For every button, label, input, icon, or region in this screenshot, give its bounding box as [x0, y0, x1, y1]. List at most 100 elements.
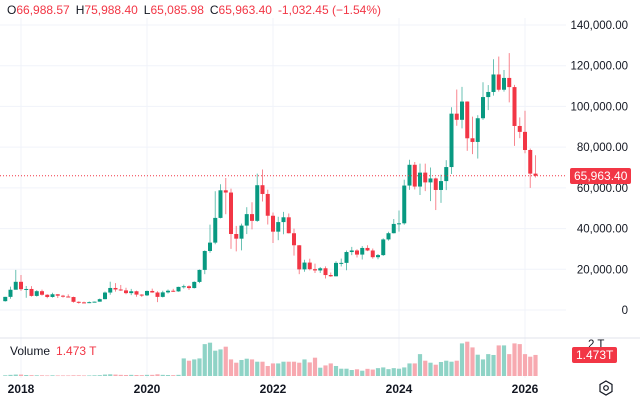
candle-body	[512, 87, 517, 126]
volume-legend[interactable]: Volume 1.473 T	[10, 344, 97, 358]
y-tick-label: 100,000.00	[570, 101, 628, 113]
volume-bar	[386, 369, 391, 376]
volume-bar	[171, 375, 176, 376]
time-axis[interactable]: 2018 2020 2022 2024 2026	[8, 382, 539, 396]
candle-body	[344, 252, 349, 263]
x-tick-label: 2024	[386, 382, 413, 396]
volume-bar	[81, 375, 87, 377]
x-tick-label: 2018	[8, 382, 35, 396]
volume-bar	[239, 359, 244, 376]
candle-body	[444, 167, 449, 182]
volume-bar	[470, 347, 475, 376]
volume-bar	[370, 369, 375, 376]
y-tick-label: 0	[622, 305, 628, 317]
volume-bar	[318, 367, 323, 376]
volume-bar	[218, 349, 223, 376]
candle-body	[528, 149, 533, 174]
candle-body	[481, 97, 485, 119]
y-tick-label: 120,000.00	[570, 61, 628, 73]
candle-body	[3, 296, 8, 302]
change-value: -1,032.45 (−1.54%)	[277, 3, 382, 17]
candle-body	[19, 281, 23, 290]
candle-body	[370, 250, 375, 258]
volume-bar	[87, 375, 92, 377]
volume-bar	[281, 361, 286, 376]
x-tick-label: 2020	[134, 382, 161, 396]
volume-bar	[55, 375, 60, 377]
candle-body	[517, 125, 522, 132]
candle-body	[323, 268, 328, 276]
volume-bar	[396, 368, 402, 376]
candle-body	[271, 215, 275, 232]
y-tick-label: 80,000.00	[577, 142, 628, 154]
volume-bar	[465, 341, 470, 376]
volume-bar	[349, 369, 354, 376]
candle-body	[360, 247, 365, 255]
candle-body	[281, 217, 286, 223]
candle-body	[454, 113, 459, 120]
candle-body	[355, 250, 359, 255]
candle-body	[507, 77, 512, 88]
volume-bar	[228, 359, 234, 376]
candle-body	[176, 286, 181, 292]
volume-bar	[18, 374, 24, 376]
volume-bar	[118, 374, 123, 376]
x-tick-label: 2026	[512, 382, 539, 396]
volume-bar	[475, 354, 480, 376]
candle-body	[82, 302, 86, 304]
volume-bar	[108, 374, 113, 376]
candle-body	[502, 77, 506, 90]
high-label: H	[75, 3, 85, 17]
candle-body	[160, 292, 165, 297]
volume-bar	[134, 374, 139, 376]
volume-bar	[512, 343, 517, 376]
volume-bar	[438, 361, 444, 376]
volume-bar	[533, 354, 538, 376]
grid-lines	[0, 18, 566, 378]
candle-body	[97, 299, 102, 302]
candle-body	[13, 281, 18, 290]
volume-bar	[181, 358, 186, 376]
candle-body	[129, 291, 134, 294]
candle-body	[103, 292, 107, 300]
volume-bar	[113, 374, 118, 376]
volume-bar	[323, 365, 328, 376]
candle-body	[166, 290, 170, 293]
volume-bar	[144, 374, 150, 376]
volume-bar	[517, 344, 522, 376]
candle-body	[71, 297, 76, 302]
candle-body	[76, 301, 81, 303]
volume-bar	[92, 375, 97, 376]
volume-bar	[328, 363, 333, 376]
candle-body	[87, 302, 92, 304]
volume-bar	[45, 375, 50, 377]
y-tick-label: 140,000.00	[570, 20, 628, 32]
price-axis[interactable]: 0 20,000.00 40,000.00 60,000.00 80,000.00 100…	[570, 20, 628, 317]
candle-body	[45, 294, 50, 297]
volume-tag: 1.473T	[572, 347, 618, 363]
volume-bar	[34, 375, 39, 376]
candle-body	[423, 172, 428, 183]
volume-bar	[192, 359, 197, 376]
volume-bar	[528, 356, 533, 376]
volume-bar	[176, 374, 181, 376]
settings-gear-icon[interactable]	[598, 380, 614, 396]
candle-body	[418, 172, 422, 187]
candle-body	[302, 262, 307, 270]
candle-body	[297, 245, 302, 270]
volume-bar	[265, 365, 270, 376]
volume-bar	[291, 361, 297, 376]
candle-body	[134, 291, 139, 295]
candle-body	[439, 181, 443, 190]
candle-body	[223, 190, 228, 193]
volume-bar	[507, 354, 512, 376]
candle-body	[145, 290, 149, 296]
candle-body	[433, 178, 438, 190]
y-tick-label: 40,000.00	[577, 224, 628, 236]
candle-body	[197, 269, 202, 282]
volume-value: 1.473 T	[56, 344, 97, 358]
candle-body	[292, 233, 296, 246]
candle-body	[365, 247, 370, 251]
candle-body	[8, 289, 13, 297]
